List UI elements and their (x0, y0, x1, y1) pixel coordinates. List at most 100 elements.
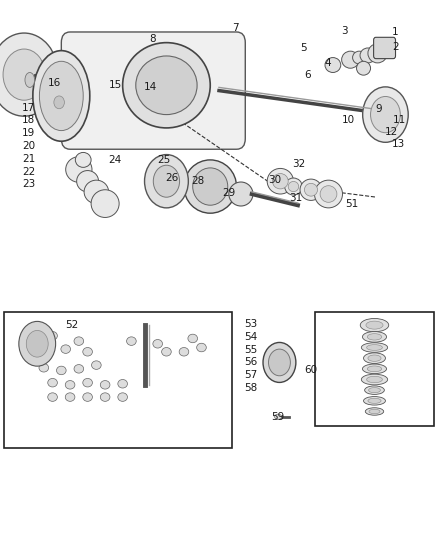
Ellipse shape (74, 365, 84, 373)
Ellipse shape (367, 345, 382, 350)
Ellipse shape (30, 337, 40, 345)
Text: 15: 15 (109, 80, 122, 90)
Text: 13: 13 (392, 139, 405, 149)
Ellipse shape (100, 381, 110, 389)
Ellipse shape (153, 165, 180, 197)
Ellipse shape (288, 181, 299, 192)
Ellipse shape (267, 168, 293, 194)
Ellipse shape (118, 393, 127, 401)
Text: 30: 30 (268, 175, 281, 185)
FancyBboxPatch shape (61, 32, 245, 149)
Text: 56: 56 (244, 358, 258, 367)
Text: 26: 26 (166, 173, 179, 183)
Text: 24: 24 (109, 155, 122, 165)
Text: 10: 10 (342, 116, 355, 125)
Text: 57: 57 (244, 370, 258, 380)
Text: 2: 2 (392, 42, 399, 52)
Ellipse shape (361, 343, 388, 352)
Text: 11: 11 (392, 115, 406, 125)
Text: 23: 23 (22, 180, 35, 189)
Ellipse shape (61, 345, 71, 353)
Ellipse shape (188, 334, 198, 343)
Ellipse shape (136, 56, 197, 115)
Text: 58: 58 (244, 383, 258, 393)
Ellipse shape (342, 51, 359, 68)
Text: 51: 51 (345, 199, 358, 208)
Ellipse shape (320, 185, 337, 203)
Ellipse shape (367, 366, 381, 372)
Text: 17: 17 (22, 103, 35, 112)
Ellipse shape (361, 374, 388, 385)
Ellipse shape (366, 321, 383, 329)
Ellipse shape (83, 393, 92, 401)
Ellipse shape (263, 342, 296, 383)
Ellipse shape (368, 398, 381, 403)
Ellipse shape (145, 155, 188, 208)
Circle shape (3, 49, 45, 100)
Text: 20: 20 (22, 141, 35, 151)
Ellipse shape (268, 349, 290, 376)
Ellipse shape (325, 58, 341, 72)
Ellipse shape (33, 51, 90, 141)
Ellipse shape (127, 337, 136, 345)
Ellipse shape (48, 332, 57, 340)
Ellipse shape (39, 61, 83, 131)
Text: 59: 59 (272, 412, 285, 422)
Ellipse shape (84, 180, 109, 204)
Text: 8: 8 (149, 35, 155, 44)
Ellipse shape (367, 334, 381, 340)
Ellipse shape (91, 190, 119, 217)
Text: 32: 32 (292, 159, 305, 169)
Ellipse shape (364, 397, 385, 405)
Text: 7: 7 (232, 23, 239, 33)
Ellipse shape (83, 378, 92, 387)
Ellipse shape (357, 61, 371, 75)
Ellipse shape (314, 180, 343, 208)
Text: 29: 29 (223, 188, 236, 198)
Ellipse shape (353, 51, 366, 64)
Text: 18: 18 (22, 116, 35, 125)
Ellipse shape (272, 174, 288, 189)
Ellipse shape (229, 182, 253, 206)
Text: 54: 54 (244, 332, 258, 342)
Ellipse shape (369, 409, 380, 414)
Text: 16: 16 (48, 78, 61, 88)
Ellipse shape (360, 318, 389, 332)
Circle shape (371, 96, 400, 133)
Text: 12: 12 (385, 127, 398, 137)
Ellipse shape (179, 348, 189, 356)
Text: 31: 31 (289, 193, 302, 203)
Ellipse shape (57, 366, 66, 375)
Circle shape (26, 330, 48, 357)
Ellipse shape (364, 353, 385, 364)
Ellipse shape (368, 355, 381, 361)
Text: 14: 14 (144, 82, 157, 92)
Ellipse shape (362, 364, 387, 374)
Ellipse shape (25, 72, 35, 87)
Text: 52: 52 (65, 320, 78, 330)
Text: 21: 21 (22, 154, 35, 164)
Text: 4: 4 (324, 58, 331, 68)
Circle shape (19, 321, 56, 366)
Ellipse shape (184, 160, 237, 213)
Text: 25: 25 (157, 155, 170, 165)
Ellipse shape (365, 408, 384, 415)
Ellipse shape (304, 183, 318, 196)
Ellipse shape (77, 171, 99, 192)
Ellipse shape (35, 348, 44, 356)
Text: 53: 53 (244, 319, 258, 329)
Ellipse shape (285, 178, 302, 195)
Ellipse shape (65, 393, 75, 401)
Text: 5: 5 (300, 43, 307, 53)
Ellipse shape (367, 376, 382, 383)
Ellipse shape (39, 364, 49, 372)
Ellipse shape (153, 340, 162, 348)
Ellipse shape (75, 152, 91, 167)
Text: 55: 55 (244, 345, 258, 354)
Text: 60: 60 (304, 365, 317, 375)
Ellipse shape (275, 414, 282, 419)
Ellipse shape (48, 393, 57, 401)
Ellipse shape (66, 157, 92, 182)
Ellipse shape (362, 332, 387, 342)
Text: 3: 3 (342, 26, 348, 36)
